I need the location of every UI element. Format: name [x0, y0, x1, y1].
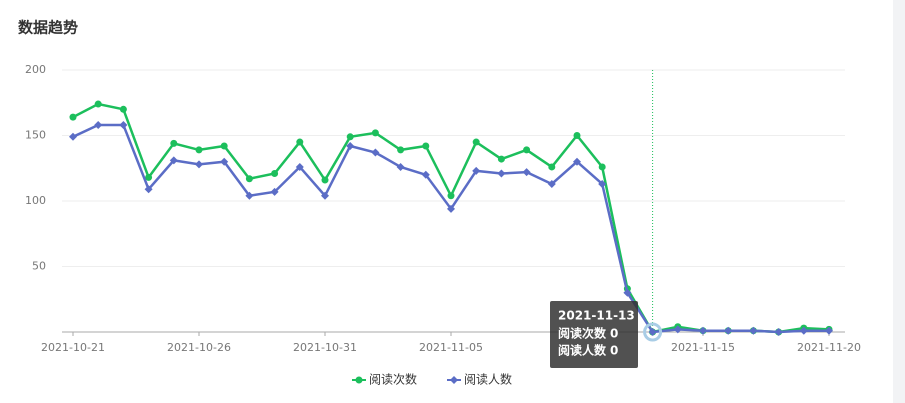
- point: [321, 191, 329, 200]
- y-tick-label: 50: [32, 260, 46, 273]
- point: [396, 162, 405, 171]
- point: [195, 146, 203, 154]
- tooltip-value: 0: [610, 344, 618, 358]
- point: [195, 160, 203, 169]
- point: [69, 132, 77, 141]
- point: [623, 288, 632, 297]
- point: [321, 176, 329, 184]
- tooltip-name: 阅读次数: [558, 326, 607, 341]
- y-tick-label: 150: [25, 129, 46, 142]
- point: [598, 163, 606, 171]
- point: [497, 169, 506, 178]
- point: [447, 192, 455, 200]
- point: [523, 146, 531, 154]
- point: [397, 146, 405, 154]
- page-title: 数据趋势: [18, 19, 78, 37]
- legend-label: 阅读次数: [369, 372, 417, 387]
- point: [220, 157, 229, 166]
- point: [220, 142, 228, 150]
- point: [472, 166, 481, 175]
- point: [673, 325, 682, 334]
- point: [799, 326, 808, 335]
- point: [170, 139, 178, 147]
- tooltip: [550, 301, 638, 368]
- point: [169, 156, 178, 165]
- x-tick-label: 2021-10-31: [293, 341, 357, 354]
- point: [119, 105, 127, 113]
- point: [573, 132, 581, 139]
- point: [245, 191, 254, 200]
- point: [145, 173, 153, 181]
- point: [296, 138, 304, 146]
- x-tick-label: 2021-11-05: [419, 341, 483, 354]
- point: [94, 100, 102, 108]
- legend-marker: [355, 376, 363, 384]
- legend-marker: [450, 376, 458, 384]
- legend-label: 阅读人数: [464, 372, 512, 387]
- point: [371, 148, 380, 157]
- point: [825, 326, 833, 335]
- point: [94, 121, 103, 130]
- tooltip-name: 阅读人数: [558, 343, 607, 358]
- point: [774, 328, 783, 336]
- point: [245, 175, 253, 183]
- point: [346, 141, 355, 150]
- point: [271, 169, 279, 177]
- y-tick-label: 100: [25, 194, 46, 207]
- tooltip-value: 0: [610, 327, 618, 341]
- point: [144, 185, 153, 194]
- series-line: [72, 102, 830, 334]
- point: [270, 187, 279, 196]
- series-line: [72, 123, 829, 334]
- point: [548, 163, 556, 171]
- side-strip: [893, 0, 905, 403]
- point: [371, 129, 379, 137]
- point: [573, 157, 581, 166]
- point: [598, 179, 607, 188]
- point: [547, 179, 556, 188]
- point: [699, 326, 707, 335]
- x-tick-label: 2021-11-15: [671, 341, 735, 354]
- point: [422, 142, 430, 150]
- point: [472, 138, 480, 146]
- point: [421, 170, 430, 179]
- x-tick-label: 2021-11-20: [797, 341, 861, 354]
- x-tick-label: 2021-10-21: [41, 341, 105, 354]
- point: [497, 155, 505, 163]
- point: [724, 326, 733, 335]
- point: [522, 168, 531, 177]
- point: [119, 121, 128, 130]
- point: [447, 204, 455, 213]
- y-tick-label: 200: [25, 63, 46, 76]
- tooltip-title: 2021-11-13: [558, 309, 635, 323]
- point: [346, 133, 354, 141]
- point: [648, 328, 657, 336]
- hover-ring: [643, 322, 663, 342]
- x-tick-label: 2021-10-26: [167, 341, 231, 354]
- point: [69, 113, 77, 121]
- point: [749, 326, 758, 335]
- point: [295, 162, 304, 171]
